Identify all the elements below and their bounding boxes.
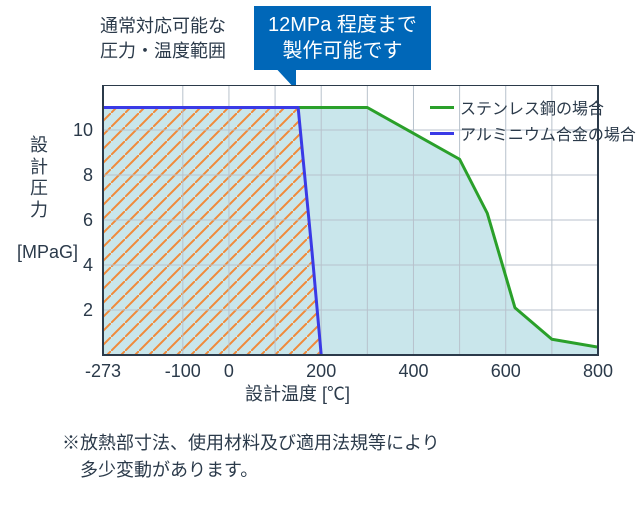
subtitle: 通常対応可能な 圧力・温度範囲 [100,14,226,64]
footnote-line2: 多少変動があります。 [62,460,258,480]
svg-text:4: 4 [83,255,93,275]
svg-text:-273: -273 [85,361,121,381]
legend: ステンレス鋼の場合 アルミニウム合金の場合 [430,95,636,147]
callout-box: 12MPa 程度まで 製作可能です [254,6,431,70]
subtitle-line1: 通常対応可能な [100,16,226,36]
svg-text:10: 10 [73,120,93,140]
svg-text:0: 0 [224,361,234,381]
y-axis-label-text: 設計圧力 [30,135,48,220]
legend-label-aluminum: アルミニウム合金の場合 [460,121,636,145]
legend-item-stainless: ステンレス鋼の場合 [430,95,636,119]
svg-text:-100: -100 [165,361,201,381]
y-axis-label: 設計圧力 [30,135,48,221]
svg-text:2: 2 [83,300,93,320]
footnote-line1: ※放熱部寸法、使用材料及び適用法規等により [62,433,440,453]
svg-text:6: 6 [83,210,93,230]
legend-item-aluminum: アルミニウム合金の場合 [430,121,636,145]
legend-swatch-aluminum [430,132,454,135]
chart-container: 通常対応可能な 圧力・温度範囲 12MPa 程度まで 製作可能です 設計圧力 [… [0,0,640,510]
legend-label-stainless: ステンレス鋼の場合 [460,95,604,119]
callout-line2: 製作可能です [282,40,402,62]
subtitle-line2: 圧力・温度範囲 [100,41,226,61]
svg-text:800: 800 [583,361,613,381]
svg-text:400: 400 [398,361,428,381]
footnote: ※放熱部寸法、使用材料及び適用法規等により 多少変動があります。 [62,430,440,484]
svg-text:200: 200 [306,361,336,381]
svg-text:8: 8 [83,165,93,185]
svg-text:600: 600 [491,361,521,381]
legend-swatch-stainless [430,106,454,109]
callout-line1: 12MPa 程度まで [268,14,417,36]
